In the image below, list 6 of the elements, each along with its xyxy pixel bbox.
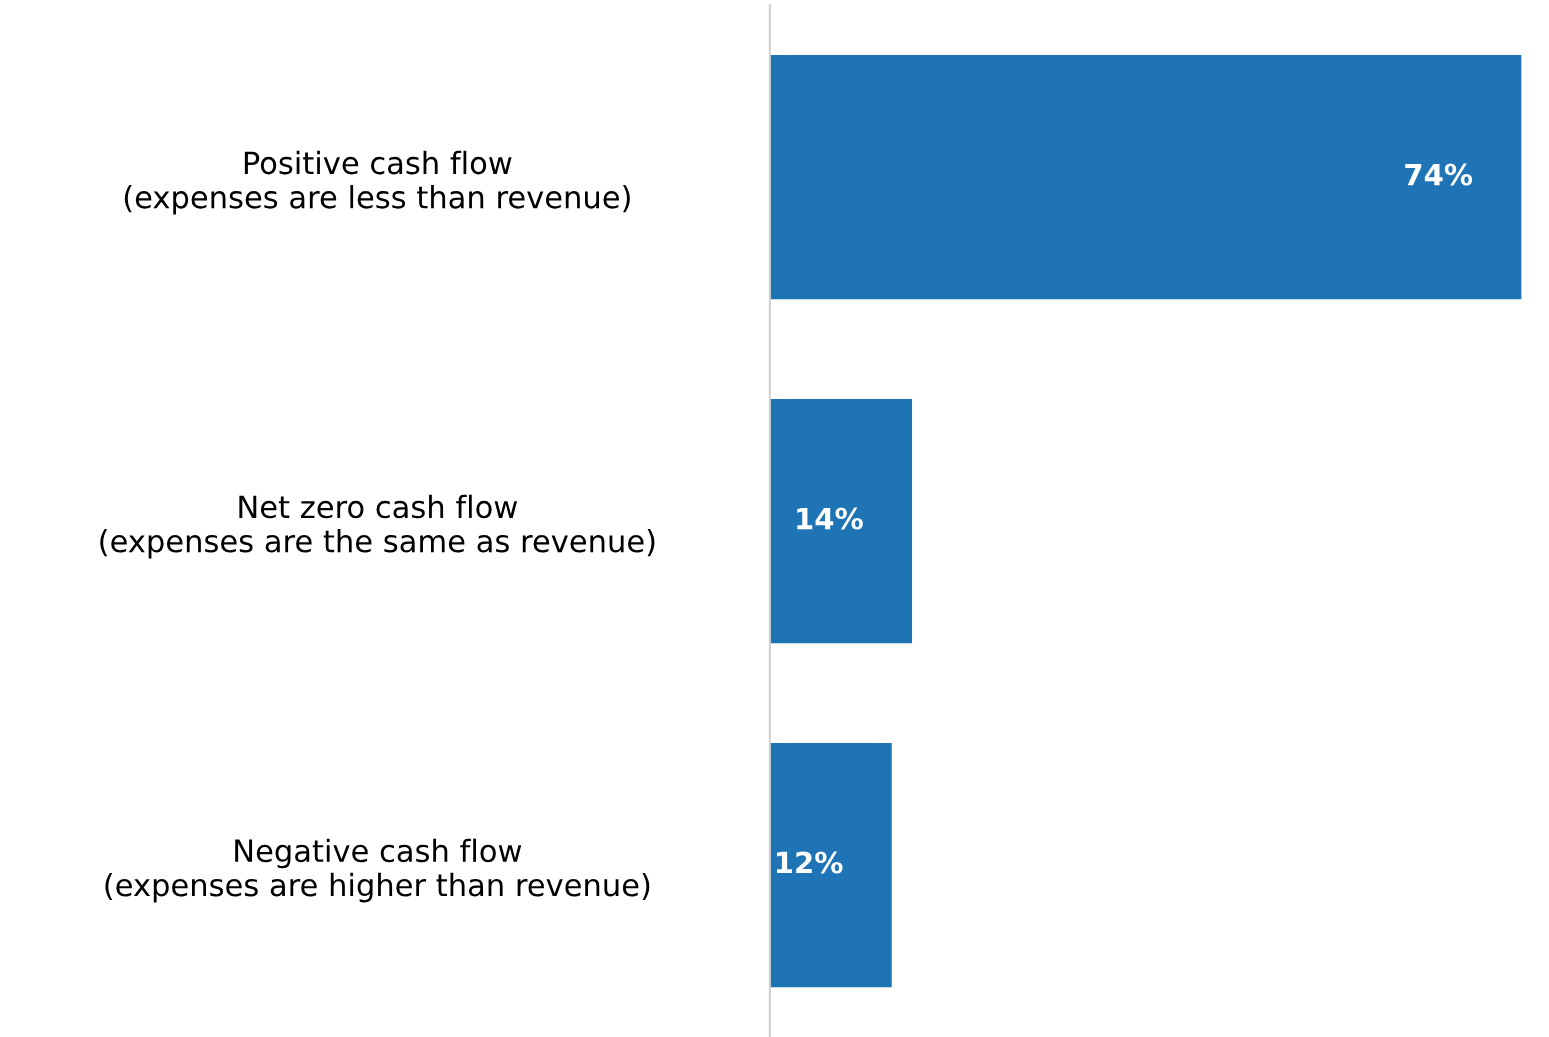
y-tick-label: Negative cash flow (expenses are higher than revenue) — [105, 838, 650, 903]
data-label: 12% — [776, 851, 843, 874]
y-tick-label: Positive cash flow (expenses are less than revenue) — [124, 150, 630, 215]
y-tick-label: Net zero cash flow (expenses are the same as revenue) — [100, 494, 655, 559]
data-label: 14% — [797, 507, 863, 530]
data-label: 74% — [1405, 163, 1473, 186]
